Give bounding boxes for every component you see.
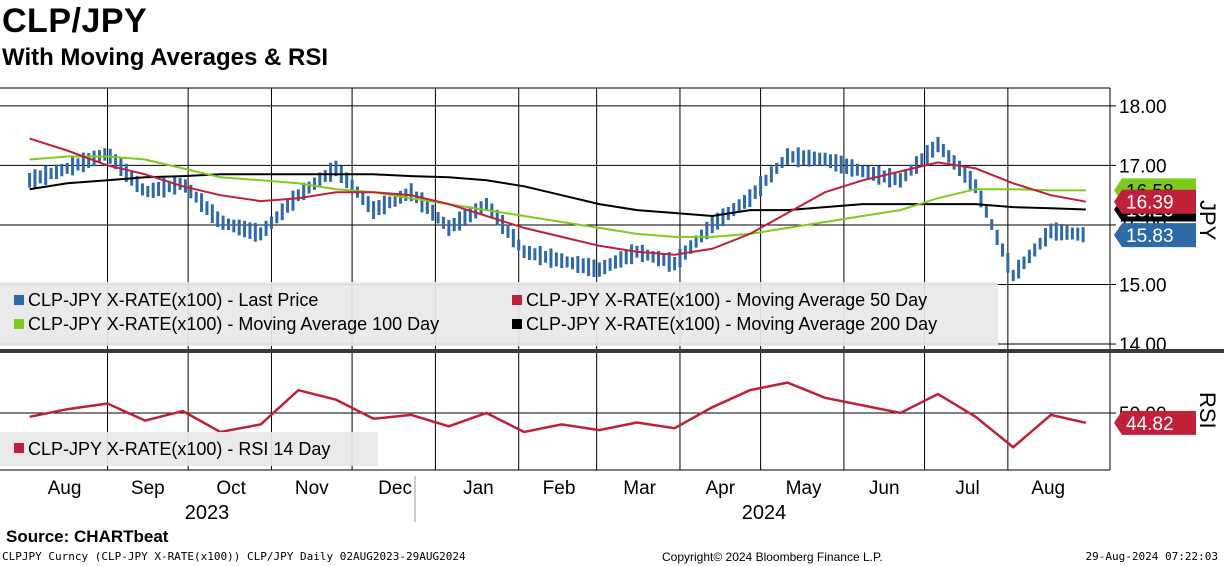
x-tick-label: Mar	[623, 478, 656, 499]
x-tick-label: Dec	[378, 478, 412, 499]
rsi-legend-swatch	[14, 443, 24, 453]
x-tick-label: Jul	[955, 478, 979, 499]
tag-last-price-text: 15.83	[1126, 226, 1174, 247]
tag-rsi	[1114, 410, 1196, 435]
x-year-label: 2023	[185, 502, 230, 524]
legend-swatch	[512, 295, 522, 305]
y-tick-label: 15.00	[1119, 276, 1167, 297]
series-rsi	[29, 381, 1087, 449]
legend-label: CLP-JPY X-RATE(x100) - Moving Average 20…	[526, 314, 937, 334]
legend-label: CLP-JPY X-RATE(x100) - Moving Average 50…	[526, 290, 927, 310]
legend-label: CLP-JPY X-RATE(x100) - Moving Average 10…	[28, 314, 439, 334]
rsi-legend-box	[0, 432, 378, 466]
rsi-legend-label: CLP-JPY X-RATE(x100) - RSI 14 Day	[28, 439, 330, 459]
chart-subtitle: With Moving Averages & RSI	[2, 44, 329, 71]
x-tick-label: Aug	[48, 478, 82, 499]
x-tick-label: Nov	[295, 478, 329, 499]
y-tick-label: 18.00	[1119, 97, 1167, 118]
legend-box	[0, 282, 998, 346]
x-tick-label: Feb	[543, 478, 576, 499]
legend-swatch	[14, 295, 24, 305]
x-tick-label: Sep	[131, 478, 165, 499]
legend-label: CLP-JPY X-RATE(x100) - Last Price	[28, 290, 318, 310]
x-tick-label: Jan	[463, 478, 494, 499]
x-tick-label: Apr	[706, 478, 736, 499]
y-axis-label: JPY	[1195, 200, 1220, 241]
series-ma100	[29, 155, 1086, 238]
panel-divider	[0, 349, 1224, 353]
x-year-label: 2024	[742, 502, 787, 524]
legend-swatch	[512, 319, 522, 329]
chart-title: CLP/JPY	[2, 2, 148, 40]
rsi-axis-label: RSI	[1195, 392, 1220, 429]
footer-timestamp: 29-Aug-2024 07:22:03	[1085, 550, 1218, 563]
footer-copyright: Copyright© 2024 Bloomberg Finance L.P.	[662, 550, 883, 564]
tag-last-price	[1114, 223, 1196, 248]
series-ma50	[29, 137, 1086, 256]
x-tick-label: Jun	[869, 478, 900, 499]
y-tick-label: 17.00	[1119, 156, 1167, 177]
tag-ma50	[1114, 189, 1196, 214]
x-tick-label: Aug	[1031, 478, 1065, 499]
tag-rsi-text: 44.82	[1126, 414, 1174, 435]
source-label: Source: CHARTbeat	[6, 527, 169, 546]
tag-ma50-text: 16.39	[1126, 193, 1174, 214]
legend-swatch	[14, 319, 24, 329]
x-tick-label: May	[786, 478, 822, 499]
x-tick-label: Oct	[216, 478, 246, 499]
footer-ticker: CLPJPY Curncy (CLP-JPY X-RATE(x100)) CLP…	[2, 550, 466, 563]
series-last-price	[28, 136, 1085, 282]
